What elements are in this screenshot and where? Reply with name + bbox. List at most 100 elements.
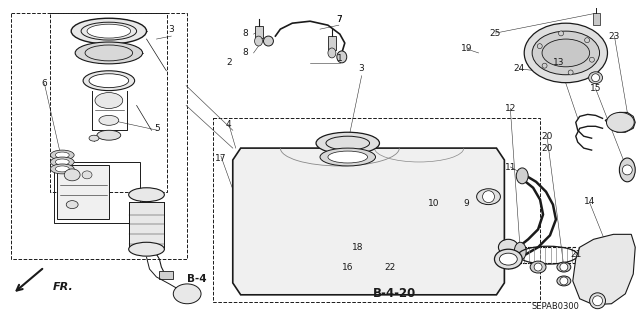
Text: 17: 17 — [215, 153, 227, 162]
Ellipse shape — [97, 130, 121, 140]
Text: 7: 7 — [336, 15, 342, 24]
Ellipse shape — [75, 42, 143, 64]
Ellipse shape — [515, 242, 526, 260]
Circle shape — [534, 263, 542, 271]
Text: 10: 10 — [428, 199, 440, 208]
Bar — [593, 13, 600, 25]
Circle shape — [584, 38, 589, 43]
Circle shape — [622, 165, 632, 175]
Ellipse shape — [64, 169, 80, 181]
Bar — [347, 271, 356, 278]
Ellipse shape — [530, 261, 546, 273]
Ellipse shape — [99, 115, 119, 125]
Ellipse shape — [55, 152, 69, 158]
Text: 7: 7 — [336, 15, 342, 24]
Polygon shape — [573, 234, 636, 305]
Ellipse shape — [532, 31, 600, 75]
Ellipse shape — [51, 150, 74, 160]
Ellipse shape — [328, 48, 336, 58]
Text: 8: 8 — [243, 29, 248, 38]
Ellipse shape — [89, 74, 129, 88]
Bar — [129, 202, 164, 249]
Ellipse shape — [542, 39, 589, 67]
Text: 21: 21 — [570, 250, 582, 259]
Ellipse shape — [316, 132, 380, 154]
Text: 4: 4 — [226, 120, 232, 129]
Ellipse shape — [89, 135, 99, 141]
Ellipse shape — [620, 158, 636, 182]
Ellipse shape — [326, 136, 369, 150]
Ellipse shape — [87, 24, 131, 38]
Ellipse shape — [499, 239, 518, 255]
Ellipse shape — [173, 284, 201, 304]
Bar — [58, 165, 109, 219]
Text: 12: 12 — [505, 104, 516, 113]
Ellipse shape — [66, 201, 78, 209]
Text: FR.: FR. — [52, 282, 73, 292]
Circle shape — [593, 296, 602, 306]
Text: 13: 13 — [553, 58, 564, 67]
Circle shape — [483, 191, 495, 203]
Text: 20: 20 — [541, 144, 553, 152]
Ellipse shape — [71, 18, 147, 44]
Ellipse shape — [95, 93, 123, 108]
Ellipse shape — [129, 188, 164, 202]
Text: 9: 9 — [464, 199, 470, 208]
Text: 14: 14 — [584, 197, 595, 206]
Bar — [54, 162, 140, 223]
Circle shape — [591, 74, 600, 82]
Ellipse shape — [55, 166, 69, 172]
Text: 3: 3 — [359, 64, 365, 73]
Circle shape — [589, 293, 605, 309]
Circle shape — [568, 70, 573, 75]
Ellipse shape — [320, 148, 376, 166]
Text: B-4: B-4 — [188, 274, 207, 284]
Text: 20: 20 — [541, 132, 553, 141]
Circle shape — [560, 277, 568, 285]
Ellipse shape — [589, 72, 602, 84]
Text: 25: 25 — [490, 29, 501, 38]
Circle shape — [589, 57, 595, 62]
Ellipse shape — [328, 151, 367, 163]
Text: 18: 18 — [352, 243, 364, 252]
Text: 11: 11 — [504, 163, 516, 173]
Ellipse shape — [51, 157, 74, 167]
Bar — [11, 13, 187, 259]
Text: 22: 22 — [385, 263, 396, 271]
Circle shape — [560, 263, 568, 271]
Bar — [51, 13, 167, 192]
Ellipse shape — [82, 171, 92, 179]
Polygon shape — [233, 148, 504, 295]
Ellipse shape — [55, 159, 69, 165]
Ellipse shape — [83, 71, 134, 91]
Text: 3: 3 — [168, 25, 174, 33]
Circle shape — [559, 31, 563, 36]
Text: 6: 6 — [42, 79, 47, 88]
Ellipse shape — [516, 168, 528, 184]
Text: 15: 15 — [590, 84, 602, 93]
Circle shape — [264, 36, 273, 46]
Ellipse shape — [499, 253, 517, 265]
Ellipse shape — [607, 112, 634, 132]
Circle shape — [542, 63, 547, 68]
Circle shape — [537, 44, 542, 48]
Ellipse shape — [129, 242, 164, 256]
Bar — [159, 271, 173, 279]
Ellipse shape — [51, 164, 74, 174]
Ellipse shape — [81, 22, 136, 40]
Bar — [255, 26, 262, 38]
Ellipse shape — [477, 189, 500, 204]
Text: 19: 19 — [461, 44, 472, 54]
Ellipse shape — [337, 51, 347, 63]
Bar — [387, 271, 401, 281]
Text: 5: 5 — [154, 124, 160, 133]
Ellipse shape — [255, 36, 262, 46]
Bar — [328, 36, 336, 50]
Bar — [213, 118, 540, 302]
Ellipse shape — [557, 276, 571, 286]
Text: SEPAB0300: SEPAB0300 — [532, 302, 580, 311]
Text: B-4-20: B-4-20 — [372, 287, 416, 300]
Text: 24: 24 — [514, 64, 525, 73]
Text: 1: 1 — [337, 54, 342, 63]
Text: 23: 23 — [609, 32, 620, 41]
